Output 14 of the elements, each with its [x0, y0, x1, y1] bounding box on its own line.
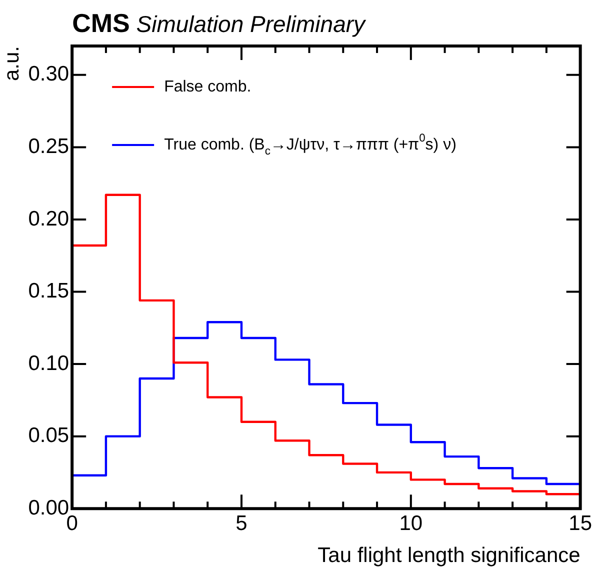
y-tick-label: 0.20: [28, 207, 70, 230]
y-tick-label: 0.30: [28, 62, 70, 86]
y-tick-label: 0.25: [28, 134, 70, 158]
x-tick-label: 15: [568, 512, 592, 535]
chart-title: CMS Simulation Preliminary: [72, 8, 367, 38]
y-tick-label: 0.05: [28, 424, 70, 448]
x-tick-label: 5: [236, 512, 248, 535]
x-tick-label: 0: [66, 512, 78, 535]
x-tick-label: 10: [399, 512, 423, 535]
y-tick-label: 0.15: [28, 280, 70, 303]
legend-label: False comb.: [164, 78, 252, 96]
y-axis-title: a.u.: [0, 46, 24, 82]
x-axis-title: Tau flight length significance: [318, 544, 580, 568]
y-tick-label: 0.10: [28, 352, 70, 375]
